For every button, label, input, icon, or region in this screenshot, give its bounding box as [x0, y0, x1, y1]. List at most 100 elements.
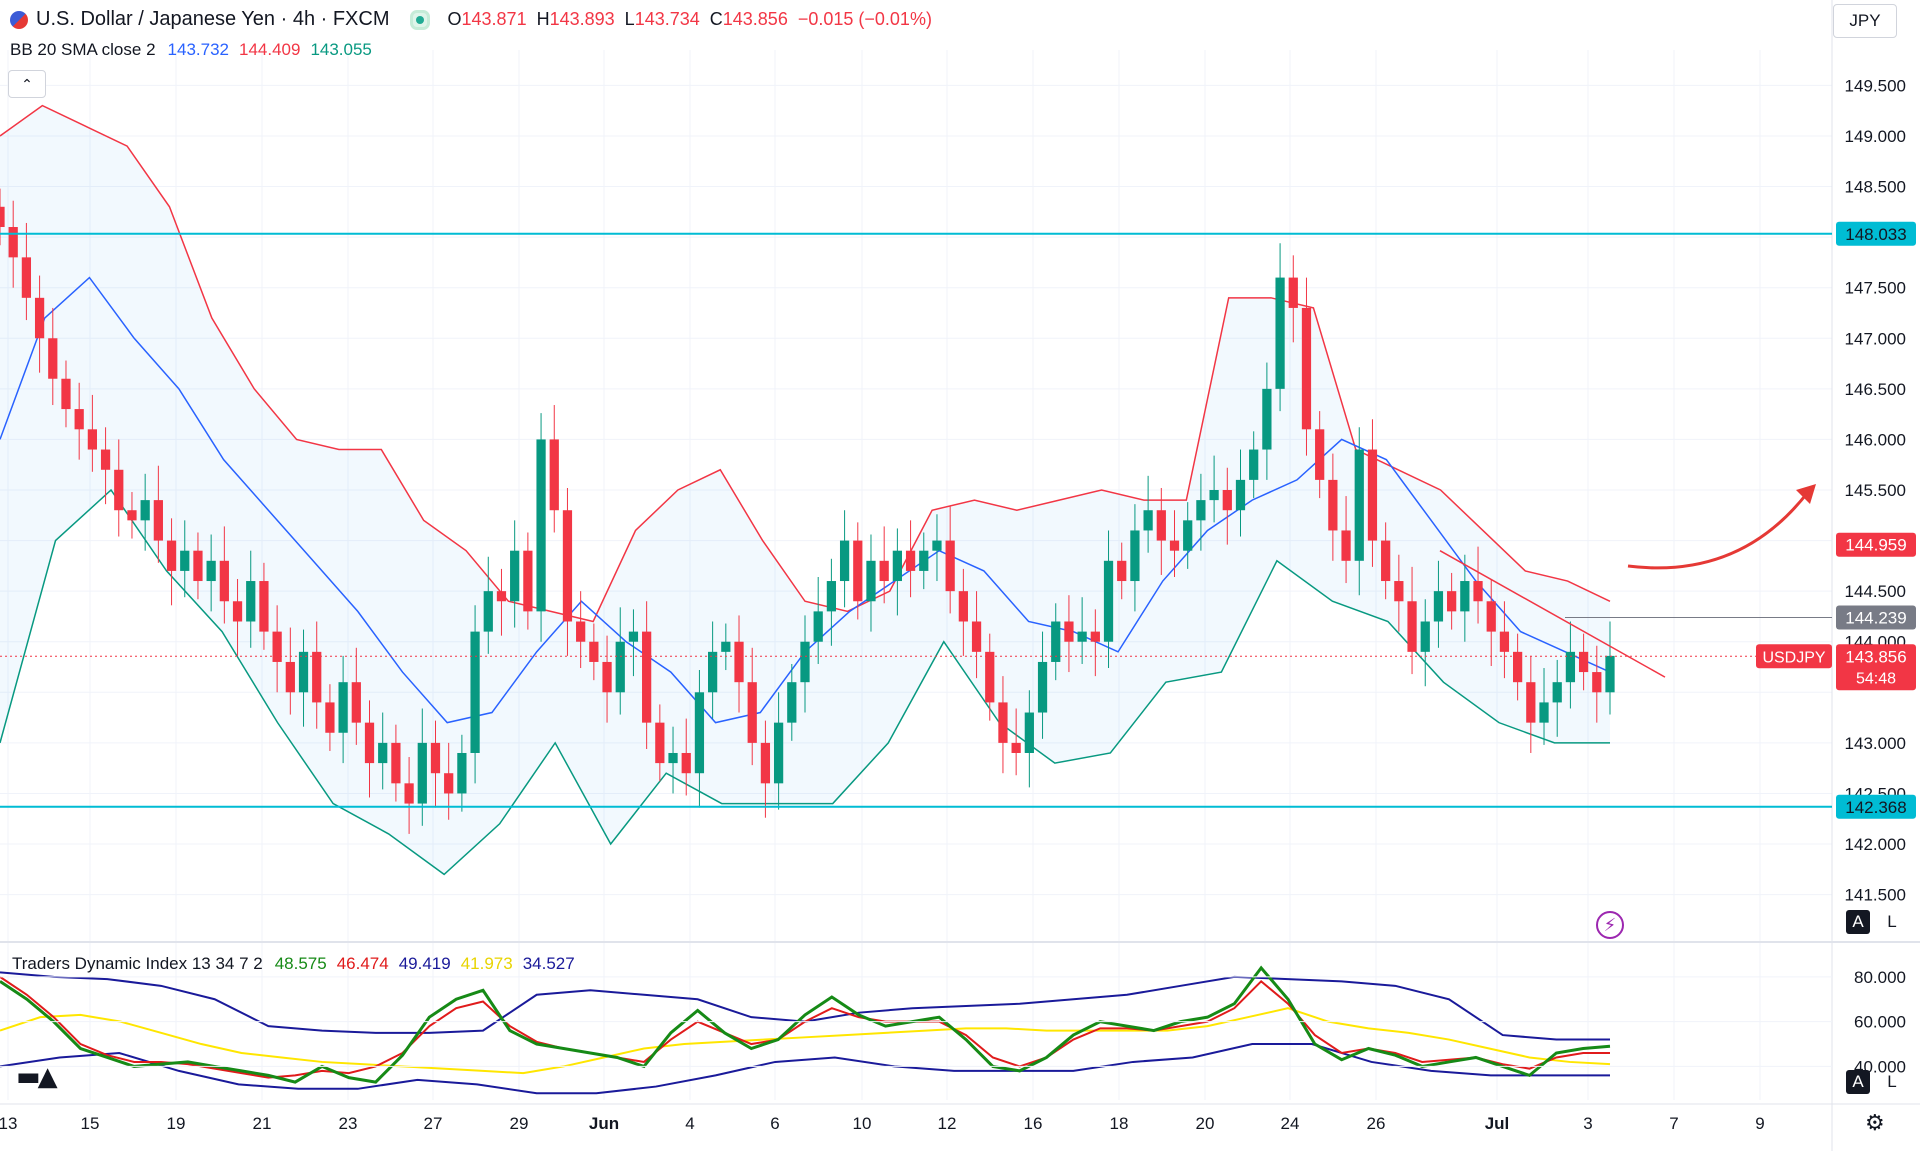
forecast-arrow-head [1796, 484, 1816, 504]
tradingview-logo[interactable]: ▬▲ [16, 1062, 58, 1092]
candle [681, 752, 691, 774]
price-tag [1836, 532, 1916, 557]
price-tag-label: 142.368 [1845, 798, 1906, 817]
candle [853, 540, 863, 602]
time-axis-label: 13 [0, 1114, 17, 1133]
candle [364, 722, 375, 764]
candle [48, 338, 58, 379]
candle [1156, 510, 1166, 541]
time-axis-label: 21 [253, 1114, 272, 1133]
candle [127, 510, 137, 521]
bb-upper-value: 144.409 [238, 40, 301, 59]
candle [734, 641, 744, 683]
candle [1407, 601, 1417, 652]
price-axis-label: 143.000 [1845, 734, 1906, 753]
candle [813, 611, 823, 642]
flag-icon [10, 10, 28, 29]
candle [800, 641, 810, 683]
lightning-icon[interactable]: ⚡ [1596, 911, 1624, 939]
tdi-legend[interactable]: Traders Dynamic Index 13 34 7 2 48.575 4… [12, 954, 581, 974]
candle [1143, 510, 1153, 531]
price-tag-label: 148.033 [1845, 225, 1906, 244]
candle [1183, 520, 1193, 551]
candle [457, 752, 467, 794]
bb-lower-value: 143.055 [310, 40, 372, 59]
candle [246, 581, 256, 622]
candle [1288, 277, 1298, 308]
candle [839, 540, 850, 582]
candle [114, 469, 124, 511]
time-axis-label: 3 [1583, 1114, 1592, 1133]
symbol-tag [1756, 644, 1832, 669]
candle [958, 591, 968, 622]
candle [470, 631, 480, 753]
candle [1077, 631, 1087, 642]
price-axis-label: 146.500 [1845, 380, 1906, 399]
price-axis-label: 146.000 [1845, 430, 1906, 449]
candle [1367, 449, 1378, 541]
ohlc-high: 143.893 [549, 9, 615, 29]
symbol-title[interactable]: U.S. Dollar / Japanese Yen · 4h · FXCM [36, 8, 390, 30]
price-axis-label: 144.500 [1845, 582, 1906, 601]
candle [1196, 500, 1206, 521]
forecast-arrow [1627, 491, 1810, 570]
candle [1341, 530, 1351, 561]
candle [21, 257, 32, 298]
candle [153, 500, 163, 541]
candle [945, 540, 955, 592]
candle [932, 540, 942, 551]
price-axis-label: 142.000 [1845, 835, 1906, 854]
candle [1381, 540, 1391, 582]
price-axis-label: 147.500 [1845, 279, 1906, 298]
auto-scale-button[interactable]: A [1846, 910, 1870, 934]
time-axis-label: 24 [1281, 1114, 1300, 1133]
last-price-tag [1836, 644, 1916, 691]
collapse-legend-button[interactable]: ⌃ [8, 70, 46, 98]
indicator-log-scale-button[interactable]: L [1887, 1072, 1897, 1091]
candle [668, 752, 678, 764]
candle [312, 651, 322, 703]
time-axis-label: 6 [770, 1114, 779, 1133]
bb-legend[interactable]: BB 20 SMA close 2 143.732 144.409 143.05… [10, 40, 378, 60]
candle [1513, 651, 1523, 683]
candle [391, 742, 401, 784]
candle [1090, 631, 1100, 642]
indicator-auto-scale-button[interactable]: A [1846, 1070, 1870, 1094]
candle [61, 378, 71, 410]
ohlc-change: −0.015 (−0.01%) [797, 9, 932, 29]
tdi-value-3: 49.419 [398, 954, 451, 973]
candle [1354, 449, 1364, 561]
tdi-value-1: 48.575 [274, 954, 327, 973]
time-axis-label: 9 [1755, 1114, 1764, 1133]
gear-icon[interactable]: ⚙ [1865, 1110, 1885, 1135]
tdi-trade-signal [0, 976, 1610, 1079]
price-tag [1836, 221, 1916, 246]
log-scale-button[interactable]: L [1887, 912, 1897, 931]
time-axis-label: 27 [424, 1114, 443, 1133]
candle [523, 550, 533, 612]
candle [1051, 621, 1061, 662]
tdi-value-2: 46.474 [336, 954, 389, 973]
candle [417, 742, 427, 804]
candle [430, 742, 441, 774]
candle [1024, 712, 1034, 753]
price-axis-label: 149.000 [1845, 127, 1906, 146]
candle [1262, 388, 1272, 450]
candle [826, 581, 837, 612]
candle [562, 510, 573, 622]
time-axis-label: Jun [589, 1114, 619, 1133]
candle [536, 439, 546, 612]
price-tag-label: 144.959 [1845, 536, 1906, 555]
price-tag [1836, 605, 1916, 630]
indicator-axis-label: 60.000 [1854, 1013, 1906, 1032]
currency-label: JPY [1849, 11, 1881, 30]
currency-selector[interactable]: JPY [1833, 4, 1897, 38]
candle [1605, 655, 1615, 693]
candle [180, 550, 190, 571]
candle [338, 682, 348, 733]
candle [140, 500, 150, 521]
candle [1130, 530, 1140, 582]
candle [378, 742, 388, 764]
candle [1117, 560, 1127, 582]
